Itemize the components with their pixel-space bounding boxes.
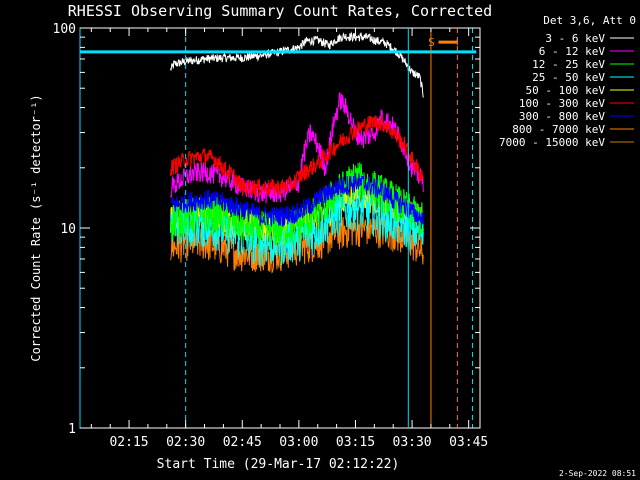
data-layer bbox=[170, 31, 424, 274]
legend-label-2: 12 - 25 keV bbox=[532, 58, 605, 71]
legend-label-8: 7000 - 15000 keV bbox=[499, 136, 605, 149]
x-axis-ticks: 02:15 02:30 02:45 03:00 03:15 03:30 03:45 bbox=[90, 28, 488, 450]
chart-title: RHESSI Observing Summary Count Rates, Co… bbox=[68, 2, 492, 20]
legend-label-5: 100 - 300 keV bbox=[519, 97, 605, 110]
series-line-2 bbox=[170, 162, 424, 249]
x-tick-label-4: 03:15 bbox=[336, 435, 375, 450]
x-tick-label-3: 03:00 bbox=[279, 435, 318, 450]
x-tick-label-6: 03:45 bbox=[449, 435, 488, 450]
saa-marker-label: S bbox=[428, 36, 435, 49]
series-line-5 bbox=[170, 115, 424, 197]
x-tick-label-0: 02:15 bbox=[109, 435, 148, 450]
x-axis-label: Start Time (29-Mar-17 02:12:22) bbox=[157, 457, 400, 472]
x-tick-label-2: 02:45 bbox=[223, 435, 262, 450]
legend-header: Det 3,6, Att 0 bbox=[543, 14, 636, 27]
series-line-7 bbox=[170, 213, 424, 274]
legend-label-1: 6 - 12 keV bbox=[539, 45, 606, 58]
y-axis-label: Corrected Count Rate (s⁻¹ detector⁻¹) bbox=[29, 94, 43, 361]
y-axis-ticks: 1 10 100 bbox=[53, 22, 480, 437]
legend-label-6: 300 - 800 keV bbox=[519, 110, 605, 123]
y-tick-label-1: 10 bbox=[60, 222, 76, 237]
x-tick-label-5: 03:30 bbox=[393, 435, 432, 450]
y-tick-label-2: 100 bbox=[53, 22, 76, 37]
series-line-6 bbox=[170, 172, 424, 229]
footer-timestamp: 2-Sep-2022 08:51 bbox=[559, 469, 636, 478]
legend-label-0: 3 - 6 keV bbox=[545, 32, 605, 45]
x-tick-label-1: 02:30 bbox=[166, 435, 205, 450]
y-tick-label-0: 1 bbox=[68, 422, 76, 437]
series-line-1 bbox=[170, 92, 424, 204]
legend-label-7: 800 - 7000 keV bbox=[512, 123, 605, 136]
plot-area: S bbox=[79, 27, 481, 429]
legend-label-3: 25 - 50 keV bbox=[532, 71, 605, 84]
legend-label-4: 50 - 100 keV bbox=[526, 84, 606, 97]
